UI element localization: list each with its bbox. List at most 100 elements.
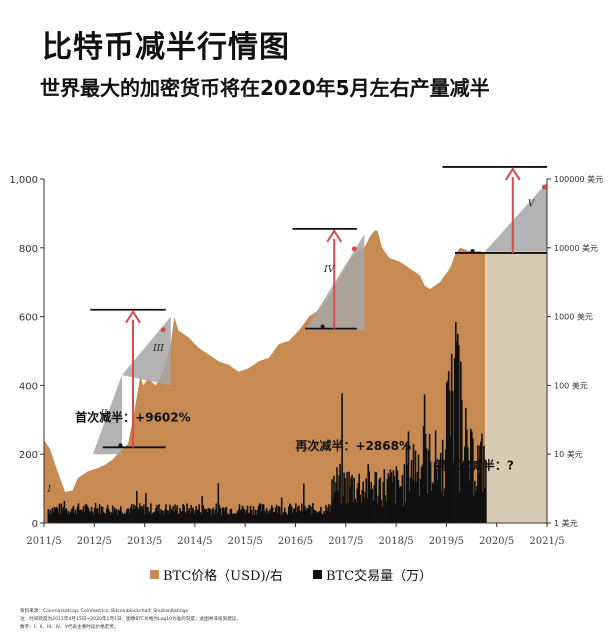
volume-bar bbox=[274, 507, 277, 523]
volume-bar bbox=[257, 505, 260, 523]
volume-bar bbox=[231, 513, 234, 523]
volume-bar bbox=[362, 481, 364, 523]
volume-bar bbox=[376, 503, 379, 523]
volume-bar bbox=[133, 504, 135, 523]
volume-bar bbox=[147, 506, 149, 523]
volume-bar bbox=[395, 466, 398, 523]
volume-bar bbox=[225, 506, 228, 523]
volume-bar bbox=[75, 514, 78, 523]
volume-bar bbox=[365, 478, 367, 523]
legend-volume-label: BTC交易量（万） bbox=[326, 569, 433, 584]
note-line: 注：时间跨度为2011年4月15日~2020年1月1日；图像BTC价格为Log1… bbox=[20, 617, 241, 622]
volume-bar bbox=[236, 511, 239, 523]
volume-bar bbox=[443, 488, 446, 523]
volume-bar bbox=[197, 509, 199, 523]
volume-bar bbox=[400, 486, 403, 523]
volume-bar bbox=[483, 446, 485, 523]
volume-bar bbox=[104, 514, 107, 523]
volume-bar bbox=[328, 504, 330, 523]
volume-bar bbox=[439, 453, 442, 523]
volume-bar bbox=[404, 502, 407, 523]
volume-bar bbox=[371, 488, 374, 523]
volume-bar bbox=[446, 380, 449, 523]
volume-bar bbox=[435, 468, 438, 523]
volume-bar bbox=[370, 481, 372, 523]
volume-bar bbox=[331, 479, 333, 523]
volume-bar bbox=[47, 509, 50, 523]
x-tick-label: 2021/5 bbox=[529, 536, 564, 547]
volume-bar bbox=[172, 506, 174, 523]
volume-bar bbox=[308, 505, 310, 523]
volume-bar bbox=[398, 488, 401, 523]
volume-bar bbox=[397, 480, 400, 523]
volume-bar bbox=[290, 504, 292, 523]
volume-bar bbox=[350, 477, 352, 523]
volume-bar bbox=[391, 482, 394, 523]
volume-bar bbox=[285, 513, 288, 523]
volume-bar bbox=[165, 504, 167, 523]
volume-bar bbox=[146, 507, 148, 523]
right-tick-label: 1 美元 bbox=[554, 518, 578, 528]
volume-bar bbox=[86, 506, 89, 523]
volume-bar bbox=[200, 514, 202, 523]
volume-bar bbox=[100, 506, 103, 523]
x-tick-label: 2019/5 bbox=[429, 536, 464, 547]
volume-bar bbox=[157, 510, 159, 523]
volume-bar bbox=[106, 504, 109, 523]
volume-bar bbox=[217, 483, 220, 523]
volume-bar bbox=[94, 503, 97, 523]
page-subtitle: 世界最大的加密货币将在2020年5月左右产量减半 bbox=[40, 76, 490, 100]
volume-bar bbox=[130, 507, 132, 523]
volume-bar bbox=[366, 498, 368, 523]
volume-bar bbox=[170, 508, 172, 523]
volume-bar bbox=[275, 504, 278, 523]
volume-bar bbox=[152, 512, 154, 523]
volume-bar bbox=[341, 393, 343, 523]
volume-bar bbox=[140, 507, 142, 523]
volume-bar bbox=[204, 509, 207, 523]
volume-bar bbox=[388, 476, 391, 523]
legend-price-label: BTC价格（USD)/右 bbox=[163, 569, 283, 584]
volume-bar bbox=[485, 460, 487, 523]
volume-bar bbox=[84, 504, 87, 523]
volume-bar bbox=[121, 511, 123, 523]
volume-bar bbox=[394, 503, 397, 523]
volume-bar bbox=[462, 464, 464, 523]
halving-2-peak-dot bbox=[351, 246, 357, 252]
volume-bar bbox=[262, 504, 265, 523]
volume-bar bbox=[211, 509, 214, 523]
volume-bar bbox=[261, 504, 264, 523]
volume-bar bbox=[109, 514, 112, 523]
volume-bar bbox=[326, 510, 328, 523]
volume-bar bbox=[304, 505, 306, 523]
volume-bar bbox=[203, 508, 206, 523]
volume-bar bbox=[70, 509, 73, 523]
volume-bar bbox=[452, 463, 455, 523]
volume-bar bbox=[340, 503, 342, 523]
volume-bar bbox=[101, 507, 104, 523]
volume-bar bbox=[79, 509, 82, 523]
volume-bar bbox=[87, 508, 90, 523]
volume-bar bbox=[66, 513, 69, 523]
volume-bar bbox=[108, 511, 111, 523]
volume-bar bbox=[457, 333, 459, 523]
volume-bar bbox=[153, 512, 155, 523]
legend-price-swatch bbox=[150, 570, 159, 579]
x-tick-label: 2011/5 bbox=[26, 536, 61, 547]
volume-bar bbox=[288, 506, 290, 523]
volume-bar bbox=[311, 514, 313, 523]
volume-bar bbox=[279, 514, 282, 523]
volume-bar bbox=[476, 486, 478, 523]
volume-bar bbox=[154, 511, 156, 523]
volume-bar bbox=[327, 507, 329, 523]
x-tick-label: 2013/5 bbox=[127, 536, 162, 547]
volume-bar bbox=[361, 490, 363, 523]
volume-bar bbox=[78, 509, 81, 523]
volume-bar bbox=[169, 504, 171, 523]
volume-bar bbox=[343, 472, 345, 523]
volume-bar bbox=[188, 508, 190, 523]
volume-bar bbox=[412, 444, 415, 523]
volume-bar bbox=[383, 469, 386, 523]
projection-region bbox=[485, 251, 547, 524]
volume-bar bbox=[433, 462, 436, 523]
